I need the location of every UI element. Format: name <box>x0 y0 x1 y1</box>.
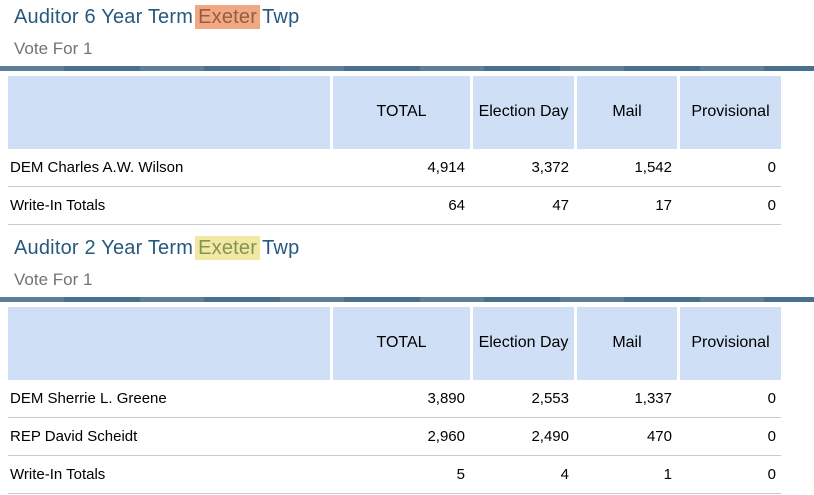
contest-title-prefix: Auditor 2 Year Term <box>14 237 194 259</box>
total-votes-cell: 64 <box>448 197 465 214</box>
column-header-election-day: Election Day <box>473 76 574 149</box>
contest-title-suffix: Twp <box>262 6 300 28</box>
column-header-blank <box>8 76 330 149</box>
candidate-name-cell: REP David Scheidt <box>10 428 138 445</box>
result-row: DEM Charles A.W. Wilson 4,914 3,372 1,54… <box>8 149 781 187</box>
column-header-total: TOTAL <box>333 76 470 149</box>
provisional-votes-cell: 0 <box>767 428 776 445</box>
candidate-name-cell: DEM Charles A.W. Wilson <box>10 159 184 176</box>
election-day-votes-cell: 2,490 <box>531 428 569 445</box>
search-highlight: Exeter <box>195 5 261 29</box>
contest-title-suffix: Twp <box>262 237 300 259</box>
table-top-bar <box>0 66 814 71</box>
contest-section-auditor-6-year: Auditor 6 Year Term Exeter Twp Vote For 1 … <box>0 0 814 225</box>
mail-votes-cell: 1,542 <box>634 159 672 176</box>
result-row: Write-In Totals 64 47 17 0 <box>8 187 781 225</box>
total-votes-cell: 4,914 <box>427 159 465 176</box>
contest-title: Auditor 2 Year Term Exeter Twp <box>0 231 814 260</box>
table-header-row: TOTAL Election Day Mail Provisional <box>8 307 781 380</box>
column-header-total: TOTAL <box>333 307 470 380</box>
contest-section-auditor-2-year: Auditor 2 Year Term Exeter Twp Vote For 1 … <box>0 231 814 494</box>
result-row: REP David Scheidt 2,960 2,490 470 0 <box>8 418 781 456</box>
mail-votes-cell: 1,337 <box>634 390 672 407</box>
table-header-row: TOTAL Election Day Mail Provisional <box>8 76 781 149</box>
vote-for-label: Vote For 1 <box>14 270 93 289</box>
total-votes-cell: 3,890 <box>427 390 465 407</box>
provisional-votes-cell: 0 <box>767 466 776 483</box>
table-top-bar <box>0 297 814 302</box>
column-header-mail: Mail <box>577 307 677 380</box>
column-header-mail: Mail <box>577 76 677 149</box>
election-day-votes-cell: 3,372 <box>531 159 569 176</box>
contest-title: Auditor 6 Year Term Exeter Twp <box>0 0 814 29</box>
provisional-votes-cell: 0 <box>767 390 776 407</box>
election-day-votes-cell: 4 <box>560 466 569 483</box>
column-header-blank <box>8 307 330 380</box>
election-day-votes-cell: 47 <box>552 197 569 214</box>
total-votes-cell: 2,960 <box>427 428 465 445</box>
vote-for-label: Vote For 1 <box>14 39 93 58</box>
results-table: TOTAL Election Day Mail Provisional DEM … <box>8 76 781 225</box>
mail-votes-cell: 470 <box>646 428 672 445</box>
search-highlight: Exeter <box>195 236 261 260</box>
result-row: Write-In Totals 5 4 1 0 <box>8 456 781 494</box>
provisional-votes-cell: 0 <box>767 197 776 214</box>
candidate-name-cell: DEM Sherrie L. Greene <box>10 390 167 407</box>
mail-votes-cell: 1 <box>663 466 672 483</box>
column-header-election-day: Election Day <box>473 307 574 380</box>
candidate-name-cell: Write-In Totals <box>10 466 106 483</box>
results-table: TOTAL Election Day Mail Provisional DEM … <box>8 307 781 494</box>
result-row: DEM Sherrie L. Greene 3,890 2,553 1,337 … <box>8 380 781 418</box>
candidate-name-cell: Write-In Totals <box>10 197 106 214</box>
column-header-provisional: Provisional <box>680 76 781 149</box>
column-header-provisional: Provisional <box>680 307 781 380</box>
mail-votes-cell: 17 <box>655 197 672 214</box>
election-day-votes-cell: 2,553 <box>531 390 569 407</box>
provisional-votes-cell: 0 <box>767 159 776 176</box>
contest-title-prefix: Auditor 6 Year Term <box>14 6 194 28</box>
total-votes-cell: 5 <box>456 466 465 483</box>
